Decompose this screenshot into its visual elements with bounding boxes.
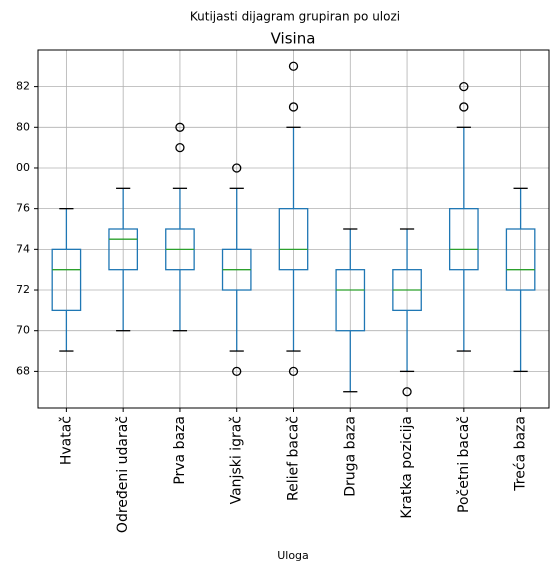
x-tick-label: Treća baza: [513, 416, 529, 492]
y-tick-label: 72: [16, 283, 30, 296]
x-tick-label: Relief bacač: [286, 416, 302, 501]
y-tick-label: 76: [16, 202, 30, 215]
box: [505, 228, 536, 291]
flier: [459, 81, 469, 92]
y-tick-label: 74: [16, 242, 30, 255]
flier: [232, 163, 242, 173]
box: [278, 208, 309, 271]
box: [335, 269, 366, 332]
flier: [175, 122, 185, 132]
flier: [402, 387, 412, 397]
y-tick-label: 82: [16, 80, 30, 93]
suptitle: Kutijasti dijagram grupiran po ulozi: [190, 10, 400, 24]
flier: [175, 142, 185, 153]
y-tick-label: 00: [16, 161, 30, 174]
flier: [288, 366, 299, 377]
y-tick-label: 80: [16, 120, 30, 133]
y-tick-label: 68: [16, 364, 30, 377]
flier: [232, 366, 242, 377]
box: [108, 228, 139, 271]
flier: [288, 61, 299, 71]
box: [448, 208, 479, 271]
x-axis-label: Uloga: [277, 549, 309, 562]
plot-frame: [37, 49, 550, 409]
x-tick-label: Kratka pozicija: [399, 416, 415, 519]
flier: [459, 102, 469, 112]
x-tick-label: Hvatač: [58, 416, 74, 465]
y-tick-label: 70: [16, 324, 30, 337]
chart-title: Visina: [271, 30, 316, 48]
x-tick-label: Početni bacač: [456, 416, 472, 513]
box: [51, 248, 82, 312]
x-tick-label: Određeni udarač: [115, 416, 131, 533]
x-tick-label: Prva baza: [172, 416, 188, 485]
flier: [288, 102, 299, 112]
x-tick-label: Vanjski igrač: [229, 416, 245, 504]
x-tick-label: Druga baza: [342, 416, 358, 497]
